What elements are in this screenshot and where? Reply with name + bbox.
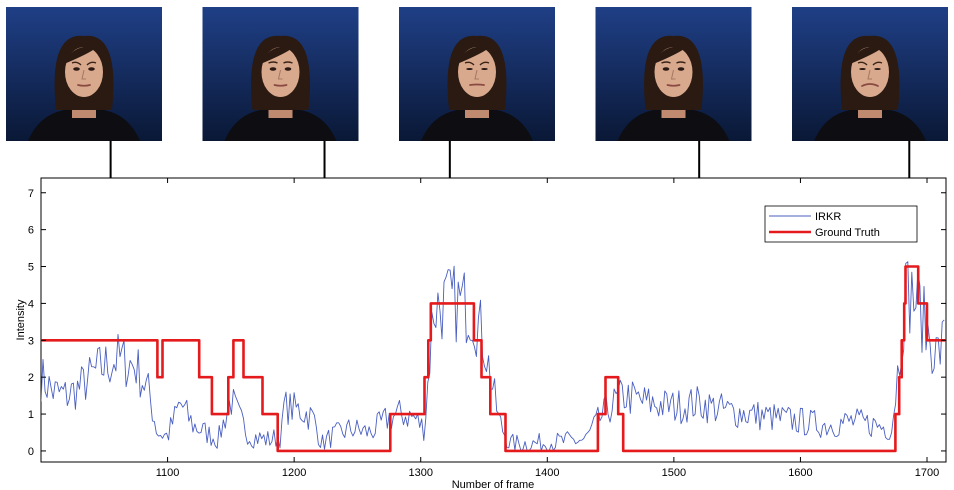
- mouth: [666, 84, 681, 87]
- brow-left: [661, 61, 671, 64]
- y-tick-label: 3: [28, 335, 34, 347]
- x-tick-label: 1300: [408, 467, 432, 479]
- x-tick-label: 1600: [788, 467, 812, 479]
- shoulders: [421, 110, 533, 141]
- series-layer: [41, 261, 946, 453]
- face-thumbnail-2: [202, 7, 359, 141]
- face-thumbnails-row: [6, 7, 948, 141]
- y-tick-label: 7: [28, 188, 34, 200]
- y-tick-label: 6: [28, 225, 34, 237]
- legend-label-irkr: IRKR: [815, 211, 841, 223]
- y-tick-label: 2: [28, 372, 34, 384]
- eye-right: [481, 68, 488, 70]
- brow-right: [283, 61, 293, 64]
- y-tick-label: 0: [28, 446, 34, 458]
- y-tick-label: 5: [28, 262, 34, 274]
- face-thumbnail-1: [6, 7, 162, 141]
- shoulders: [617, 110, 730, 141]
- series-line-irkr: [41, 261, 945, 452]
- face-thumbnail-5: [792, 7, 948, 141]
- y-tick-label: 1: [28, 409, 34, 421]
- nose: [474, 69, 479, 80]
- nose: [867, 69, 872, 80]
- series-line-ground-truth: [41, 265, 946, 453]
- brow-left: [857, 61, 868, 66]
- legend-label-ground-truth: Ground Truth: [815, 227, 880, 239]
- eye-right: [677, 67, 685, 71]
- shoulders: [28, 110, 140, 141]
- hair-fringe: [260, 46, 293, 64]
- eye-left: [466, 68, 473, 70]
- nose: [670, 69, 676, 80]
- x-tick-label: 1700: [915, 467, 939, 479]
- shoulders: [224, 110, 337, 141]
- eye-right: [284, 67, 292, 71]
- legend-box: [764, 205, 918, 243]
- brow-right: [872, 61, 883, 66]
- x-tick-label: 1200: [282, 467, 306, 479]
- y-tick-label: 4: [28, 298, 34, 310]
- brow-right: [676, 61, 686, 64]
- brow-left: [464, 61, 475, 66]
- mouth: [273, 84, 288, 87]
- eye-left: [662, 67, 670, 71]
- shoulders: [814, 110, 926, 141]
- hair-fringe: [653, 46, 686, 64]
- x-axis-label: Number of frame: [452, 479, 535, 490]
- nose: [277, 69, 283, 80]
- hair-fringe: [457, 46, 489, 64]
- x-tick-label: 1100: [156, 467, 180, 479]
- x-tick-label: 1400: [535, 467, 559, 479]
- mouth: [77, 84, 91, 87]
- hair-fringe: [64, 46, 96, 64]
- mouth: [861, 83, 879, 87]
- hair-fringe: [850, 46, 882, 64]
- face-thumbnail-3: [399, 7, 555, 141]
- brow-left: [71, 61, 82, 66]
- y-axis-label: Intensity: [15, 299, 27, 340]
- brow-left: [268, 61, 278, 64]
- eye-left: [269, 67, 277, 71]
- eye-left: [73, 67, 80, 71]
- eye-right: [874, 68, 881, 70]
- nose: [81, 69, 86, 80]
- brow-right: [479, 61, 490, 66]
- face-thumbnail-4: [595, 7, 752, 141]
- mouth: [469, 83, 485, 86]
- axis-ticks: 1100 1200 1300 1400 1500 1600 1700 0 1 2 3 4 5 6 7: [28, 178, 946, 479]
- brow-right: [86, 61, 97, 66]
- eye-right: [88, 67, 95, 71]
- x-tick-label: 1500: [662, 467, 686, 479]
- legend: IRKR Ground Truth: [764, 205, 918, 243]
- eye-left: [859, 68, 866, 70]
